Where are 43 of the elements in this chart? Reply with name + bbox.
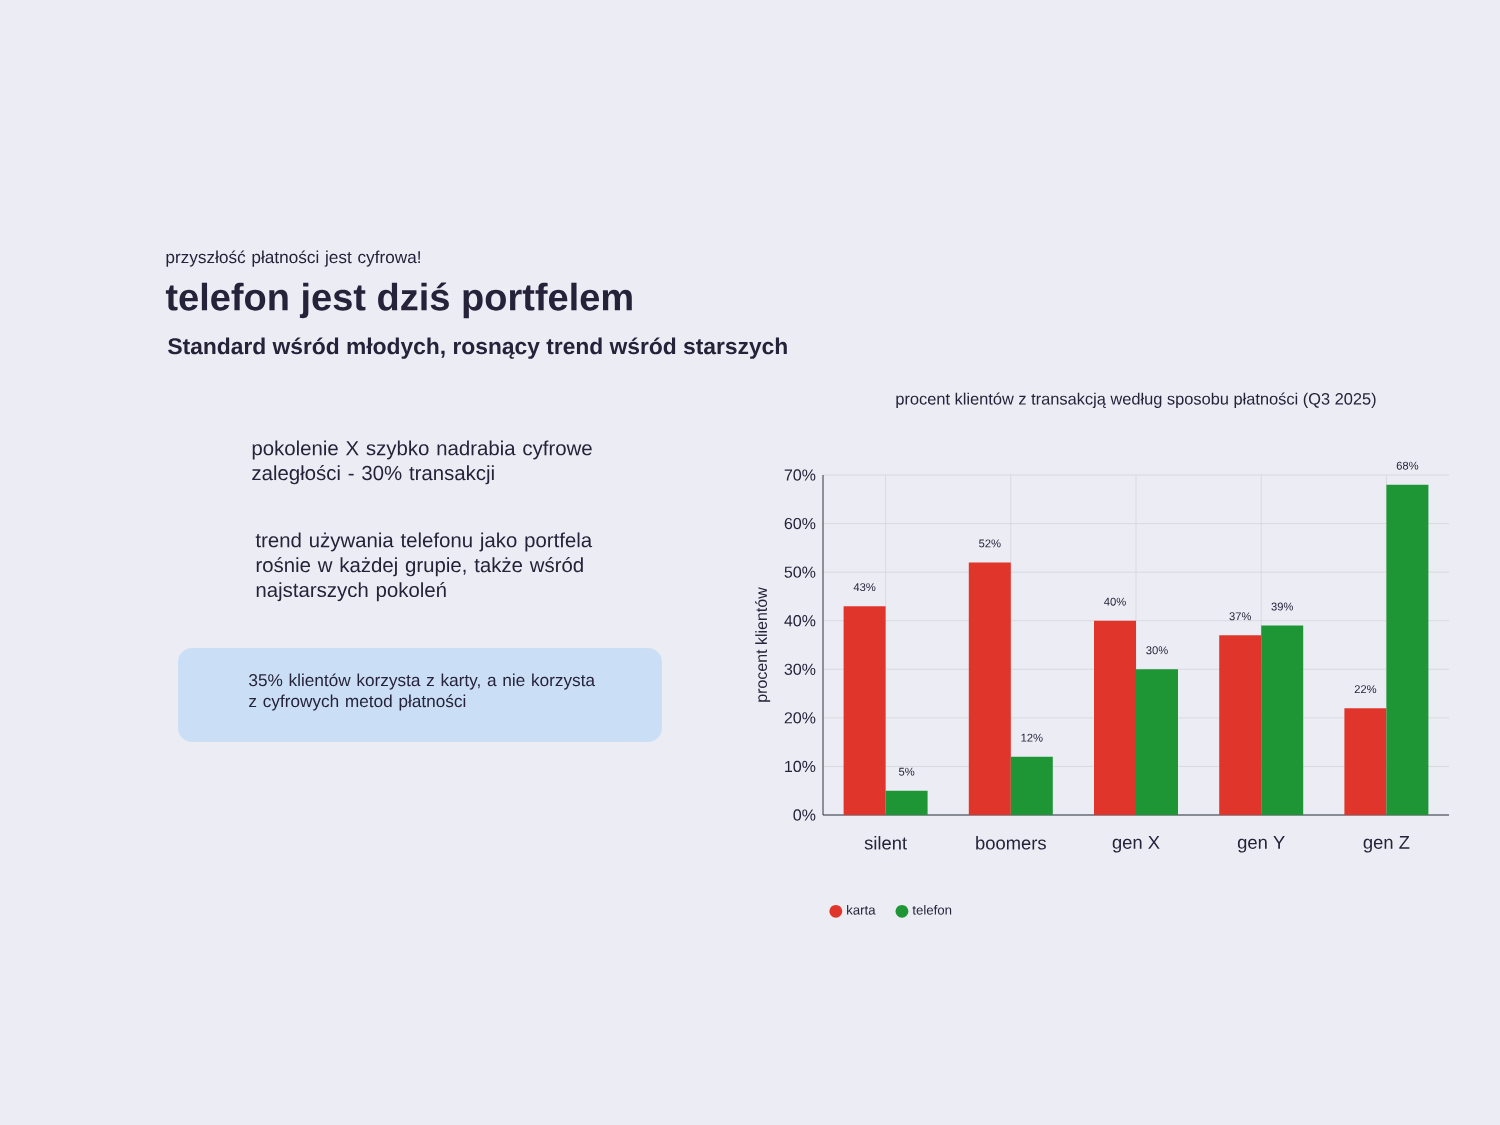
data-label: 43%	[853, 583, 876, 592]
text: pokolenie X szybko nadrabia cyfrowe zaległości - 30% transakcji	[252, 440, 592, 485]
data-label: 68%	[1396, 461, 1419, 470]
text: Standard wśród młodych, rosnący trend wśród starszych	[168, 337, 787, 359]
bar	[968, 562, 1011, 815]
data-label: 30%	[1146, 646, 1168, 655]
text: przyszłość płatności jest cyfrowa!	[166, 250, 420, 267]
text: telefon jest dziś portfelem	[165, 282, 632, 319]
data-label: 52%	[979, 539, 1001, 548]
legend-label: karta	[847, 904, 876, 915]
y-tick-label: 0%	[793, 809, 816, 821]
y-tick-label: 70%	[784, 469, 816, 481]
bar	[1010, 756, 1053, 815]
chart-title: procent klientów z transakcją według sposobu płatności (Q3 2025)	[896, 392, 1376, 408]
y-tick-label: 10%	[785, 760, 816, 773]
bar	[1094, 620, 1137, 815]
y-tick-label: 60%	[784, 517, 816, 530]
x-tick-label: silent	[864, 836, 907, 850]
bar	[885, 790, 928, 815]
x-tick-label: gen Y	[1237, 836, 1285, 853]
y-tick-label: 40%	[784, 615, 816, 627]
data-label: 39%	[1271, 602, 1294, 611]
text: trend używania telefonu jako portfela rośnie w każdej grupie, także wśród najstarszych pokoleń	[255, 532, 593, 602]
data-label: 37%	[1229, 612, 1252, 621]
data-label: 12%	[1021, 733, 1043, 742]
data-label: 22%	[1354, 685, 1377, 694]
y-tick-label: 50%	[784, 566, 816, 578]
bar	[843, 606, 886, 815]
data-label: 40%	[1104, 597, 1126, 606]
legend-label: telefon	[912, 904, 952, 915]
x-tick-label: boomers	[976, 836, 1046, 850]
x-tick-label: gen Z	[1363, 836, 1410, 853]
data-label: 5%	[898, 767, 915, 776]
y-axis-title: procent klientów	[755, 587, 771, 702]
bar	[1344, 708, 1387, 815]
bar	[1261, 625, 1304, 815]
x-tick-label: gen X	[1112, 836, 1160, 853]
bar	[1386, 484, 1429, 815]
y-tick-label: 20%	[784, 712, 816, 724]
text: 35% klientów korzysta z karty, a nie korzysta z cyfrowych metod płatności	[249, 673, 596, 711]
y-tick-label: 30%	[784, 663, 816, 675]
bar	[1219, 635, 1262, 815]
bar	[1136, 669, 1179, 815]
